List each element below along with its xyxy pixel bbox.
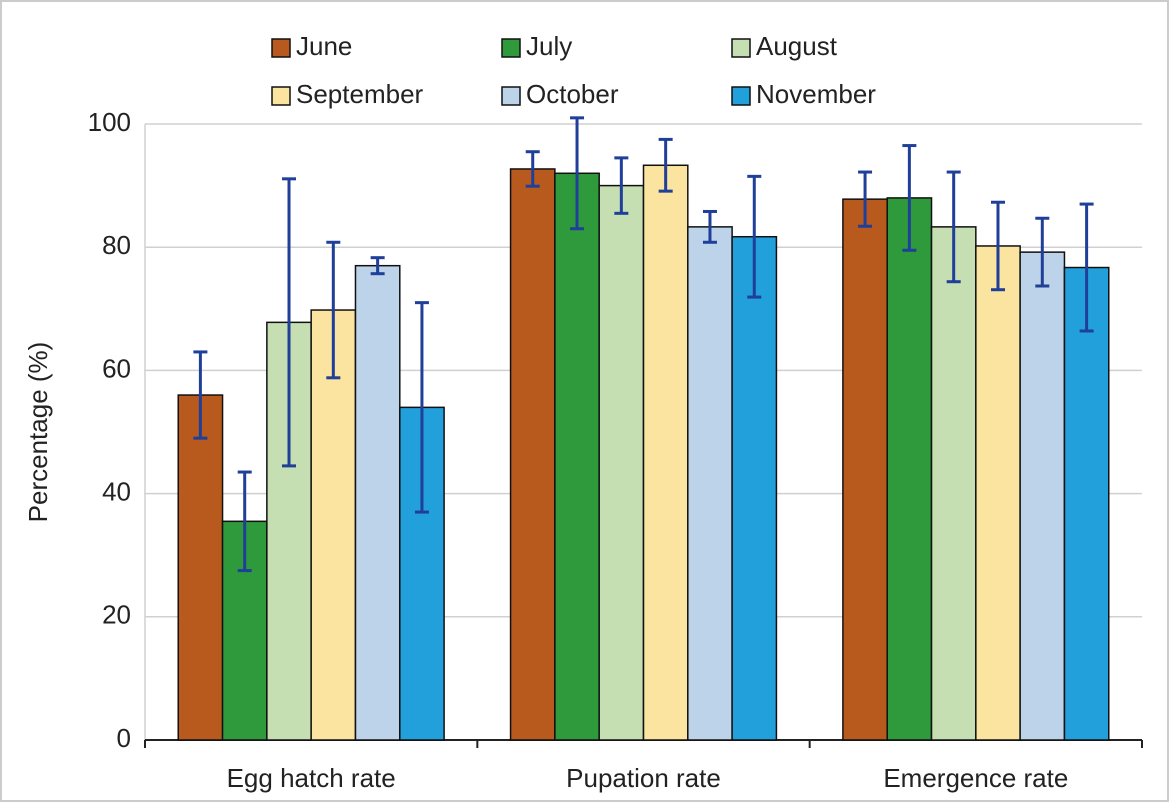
legend-swatch (271, 86, 291, 106)
legend-label: June (296, 31, 352, 61)
bar (354, 264, 401, 741)
y-tick-label: 60 (102, 353, 131, 383)
y-tick-label: 0 (117, 723, 131, 753)
x-tick-label: Emergence rate (883, 763, 1068, 793)
legend-swatch (501, 38, 521, 58)
bar (842, 198, 888, 741)
bar (509, 168, 556, 741)
legend-swatch (731, 38, 751, 58)
bar (1019, 251, 1066, 741)
bar (975, 245, 1021, 741)
legend-label: September (296, 79, 424, 109)
legend-swatch (731, 86, 751, 106)
bar (731, 235, 778, 741)
bar (930, 226, 977, 741)
legend-label: October (526, 79, 619, 109)
bar (554, 172, 600, 741)
bar (687, 226, 733, 741)
y-tick-label: 80 (102, 230, 131, 260)
x-tick-label: Pupation rate (566, 763, 721, 793)
bar (886, 197, 933, 741)
bar (642, 164, 689, 741)
y-axis-label: Percentage (%) (23, 342, 53, 523)
legend-label: August (756, 31, 838, 61)
x-tick-label: Egg hatch rate (227, 763, 396, 793)
legend-label: November (756, 79, 876, 109)
bar (1063, 266, 1110, 741)
y-tick-label: 40 (102, 476, 131, 506)
y-tick-label: 100 (88, 107, 131, 137)
bar (598, 184, 645, 741)
legend-swatch (271, 38, 291, 58)
bar (177, 394, 224, 741)
legend-label: July (526, 31, 572, 61)
legend-swatch (501, 86, 521, 106)
y-tick-label: 20 (102, 600, 131, 630)
